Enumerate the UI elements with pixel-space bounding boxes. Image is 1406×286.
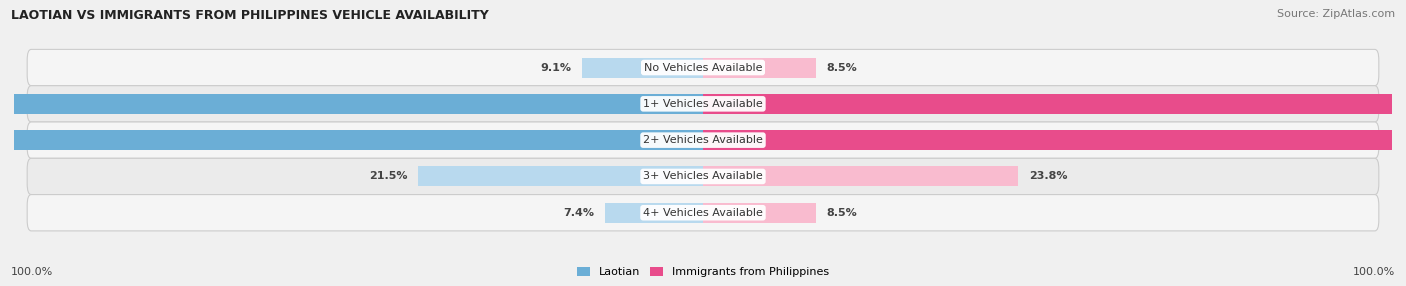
FancyBboxPatch shape — [27, 194, 1379, 231]
Text: 100.0%: 100.0% — [11, 267, 53, 277]
FancyBboxPatch shape — [27, 122, 1379, 158]
FancyBboxPatch shape — [27, 158, 1379, 194]
FancyBboxPatch shape — [27, 49, 1379, 86]
Text: 23.8%: 23.8% — [1029, 171, 1067, 181]
Text: 1+ Vehicles Available: 1+ Vehicles Available — [643, 99, 763, 109]
Text: 8.5%: 8.5% — [827, 208, 858, 218]
Legend: Laotian, Immigrants from Philippines: Laotian, Immigrants from Philippines — [572, 263, 834, 282]
Bar — [418, 166, 703, 186]
Text: 8.5%: 8.5% — [827, 63, 858, 73]
FancyBboxPatch shape — [27, 86, 1379, 122]
Bar — [0, 130, 703, 150]
Bar — [605, 203, 703, 223]
Bar — [703, 203, 815, 223]
Bar — [703, 57, 815, 78]
Text: 2+ Vehicles Available: 2+ Vehicles Available — [643, 135, 763, 145]
Text: 21.5%: 21.5% — [368, 171, 408, 181]
Text: 9.1%: 9.1% — [541, 63, 572, 73]
Bar — [703, 166, 1018, 186]
Bar — [703, 130, 1406, 150]
Bar — [0, 94, 703, 114]
Text: Source: ZipAtlas.com: Source: ZipAtlas.com — [1277, 9, 1395, 19]
Text: 7.4%: 7.4% — [564, 208, 595, 218]
Text: LAOTIAN VS IMMIGRANTS FROM PHILIPPINES VEHICLE AVAILABILITY: LAOTIAN VS IMMIGRANTS FROM PHILIPPINES V… — [11, 9, 489, 21]
Text: 3+ Vehicles Available: 3+ Vehicles Available — [643, 171, 763, 181]
Text: 100.0%: 100.0% — [1353, 267, 1395, 277]
Text: 4+ Vehicles Available: 4+ Vehicles Available — [643, 208, 763, 218]
Bar — [703, 94, 1406, 114]
Bar — [582, 57, 703, 78]
Text: No Vehicles Available: No Vehicles Available — [644, 63, 762, 73]
